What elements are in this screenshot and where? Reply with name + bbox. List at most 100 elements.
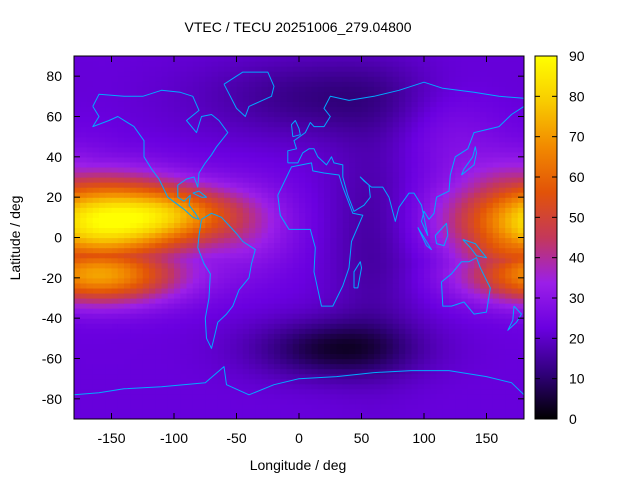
heatmap-cell xyxy=(136,187,144,193)
heatmap-cell xyxy=(455,282,463,289)
heatmap-cell xyxy=(405,343,413,350)
heatmap-cell xyxy=(199,96,206,102)
heatmap-cell xyxy=(367,146,375,153)
heatmap-cell xyxy=(430,222,438,229)
heatmap-cell xyxy=(261,287,269,294)
heatmap-cell xyxy=(192,146,200,153)
heatmap-cell xyxy=(480,363,488,370)
heatmap-cell xyxy=(417,398,425,405)
heatmap-cell xyxy=(142,267,150,274)
heatmap-cell xyxy=(224,358,231,365)
heatmap-cell xyxy=(442,323,450,329)
heatmap-cell xyxy=(455,121,463,128)
heatmap-cell xyxy=(280,232,288,239)
heatmap-cell xyxy=(311,207,319,213)
heatmap-cell xyxy=(517,282,524,289)
heatmap-cell xyxy=(411,313,419,319)
heatmap-cell xyxy=(186,267,194,274)
heatmap-cell xyxy=(224,378,231,385)
heatmap-cell xyxy=(86,252,94,259)
heatmap-cell xyxy=(255,101,263,108)
heatmap-cell xyxy=(130,292,138,299)
heatmap-cell xyxy=(486,126,494,133)
heatmap-cell xyxy=(499,247,506,254)
heatmap-cell xyxy=(361,212,369,218)
heatmap-cell xyxy=(417,413,425,419)
heatmap-cell xyxy=(480,257,488,264)
heatmap-cell xyxy=(486,368,494,375)
heatmap-cell xyxy=(330,343,338,350)
heatmap-cell xyxy=(255,358,263,365)
heatmap-cell xyxy=(430,363,438,370)
heatmap-cell xyxy=(430,126,438,133)
heatmap-cell xyxy=(324,116,331,123)
heatmap-cell xyxy=(511,277,519,284)
heatmap-cell xyxy=(424,343,431,350)
heatmap-cell xyxy=(236,282,244,289)
heatmap-cell xyxy=(305,126,313,133)
heatmap-cell xyxy=(74,136,81,143)
heatmap-cell xyxy=(124,237,131,244)
heatmap-cell xyxy=(86,121,94,128)
heatmap-cell xyxy=(511,161,519,168)
heatmap-cell xyxy=(261,363,269,370)
heatmap-cell xyxy=(167,408,175,415)
heatmap-cell xyxy=(105,192,113,198)
heatmap-cell xyxy=(74,66,81,72)
heatmap-cell xyxy=(180,131,188,138)
heatmap-cell xyxy=(467,197,475,203)
heatmap-cell xyxy=(186,116,194,123)
heatmap-cell xyxy=(286,328,294,334)
heatmap-cell xyxy=(286,187,294,193)
heatmap-cell xyxy=(124,373,131,380)
heatmap-cell xyxy=(174,292,181,299)
heatmap-cell xyxy=(130,101,138,108)
heatmap-cell xyxy=(167,116,175,123)
heatmap-cell xyxy=(261,217,269,223)
heatmap-cell xyxy=(330,96,338,102)
heatmap-cell xyxy=(392,136,400,143)
heatmap-cell xyxy=(367,287,375,294)
heatmap-cell xyxy=(130,86,138,92)
heatmap-cell xyxy=(399,257,406,264)
heatmap-cell xyxy=(74,272,81,279)
heatmap-cell xyxy=(80,388,88,395)
heatmap-cell xyxy=(430,368,438,375)
heatmap-cell xyxy=(236,76,244,82)
heatmap-cell xyxy=(336,308,344,314)
heatmap-cell xyxy=(299,207,306,213)
heatmap-cell xyxy=(505,126,513,133)
heatmap-cell xyxy=(142,282,150,289)
heatmap-cell xyxy=(361,403,369,410)
heatmap-cell xyxy=(405,378,413,385)
heatmap-cell xyxy=(230,202,238,208)
heatmap-cell xyxy=(230,91,238,97)
heatmap-cell xyxy=(130,257,138,264)
heatmap-cell xyxy=(142,197,150,203)
heatmap-cell xyxy=(217,131,225,138)
heatmap-cell xyxy=(217,267,225,274)
heatmap-cell xyxy=(117,252,125,259)
heatmap-cell xyxy=(236,348,244,355)
heatmap-cell xyxy=(461,111,469,118)
heatmap-cell xyxy=(136,81,144,87)
heatmap-cell xyxy=(517,368,524,375)
heatmap-cell xyxy=(180,262,188,269)
heatmap-cell xyxy=(224,398,231,405)
heatmap-cell xyxy=(205,111,213,118)
heatmap-cell xyxy=(192,393,200,400)
heatmap-cell xyxy=(261,171,269,178)
heatmap-cell xyxy=(174,171,181,178)
heatmap-cell xyxy=(424,318,431,324)
heatmap-cell xyxy=(399,146,406,153)
heatmap-cell xyxy=(455,116,463,123)
heatmap-cell xyxy=(449,166,456,173)
heatmap-cell xyxy=(117,353,125,360)
heatmap-cell xyxy=(217,101,225,108)
heatmap-cell xyxy=(455,313,463,319)
heatmap-cell xyxy=(211,257,219,264)
heatmap-cell xyxy=(199,126,206,133)
heatmap-cell xyxy=(492,308,500,314)
heatmap-cell xyxy=(255,96,263,102)
heatmap-cell xyxy=(461,131,469,138)
